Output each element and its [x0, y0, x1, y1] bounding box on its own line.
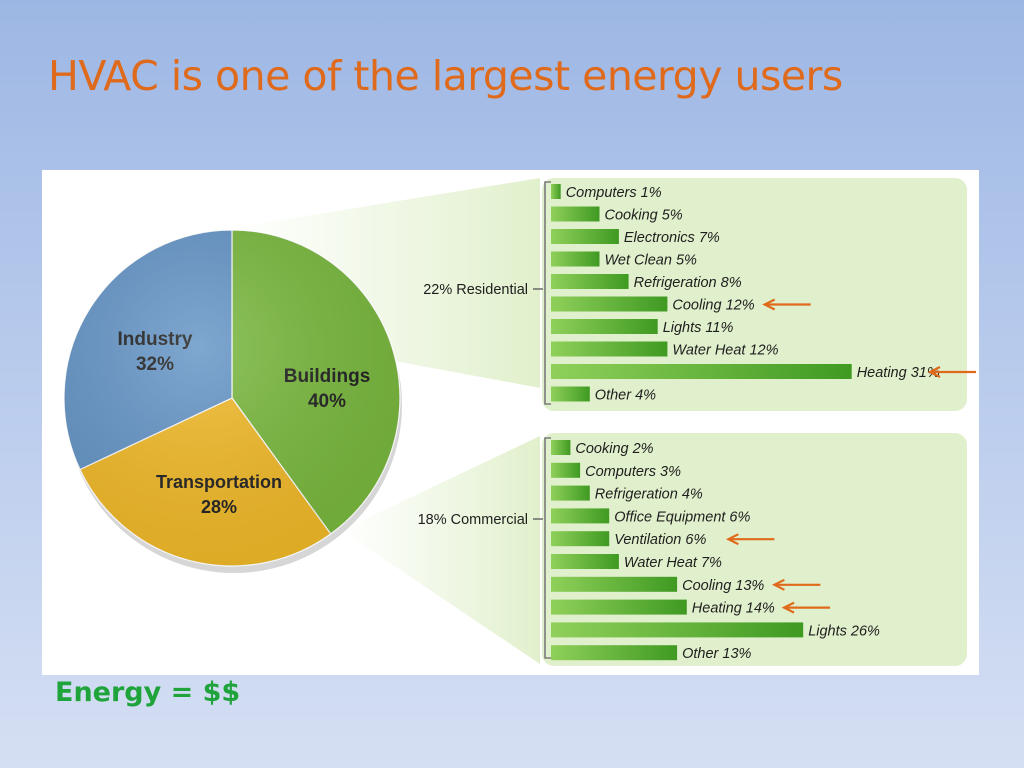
residential-bar-electronics [551, 229, 619, 244]
commercial-arrow-head-ventilation [725, 533, 739, 546]
commercial-bar-water-heat [551, 554, 619, 569]
residential-bar-water-heat [551, 341, 668, 357]
commercial-label-computers: Computers 3% [585, 464, 681, 480]
residential-bar-refrigeration [551, 274, 629, 289]
commercial-label-refrigeration: Refrigeration 4% [595, 487, 703, 503]
residential-label-electronics: Electronics 7% [624, 230, 720, 246]
pie-label-transportation: Transportation [156, 472, 282, 492]
energy-cost-note: Energy = $$ [55, 677, 241, 708]
slide-title: HVAC is one of the largest energy users [48, 52, 843, 100]
residential-bar-lights [551, 319, 658, 334]
pie-label-buildings: Buildings [284, 366, 371, 387]
commercial-bar-computers [551, 462, 581, 478]
commercial-bar-heating [551, 599, 687, 615]
commercial-connector [342, 436, 540, 664]
pie-value-transportation: 28% [201, 497, 237, 517]
residential-label-refrigeration: Refrigeration 8% [634, 275, 742, 291]
residential-bar-cooking [551, 206, 600, 222]
commercial-label-other: Other 13% [682, 646, 751, 662]
commercial-arrow-head-heating [781, 601, 795, 614]
residential-label-wet-clean: Wet Clean 5% [605, 253, 698, 269]
commercial-label-ventilation: Ventilation 6% [614, 532, 706, 548]
commercial-label-cooking: Cooking 2% [575, 441, 653, 457]
residential-label-lights: Lights 11% [663, 320, 734, 336]
residential-bar-cooling [551, 296, 668, 312]
commercial-bar-lights [551, 622, 804, 638]
residential-arrow-head-heating [927, 366, 941, 378]
commercial-label-cooling: Cooling 13% [682, 578, 764, 594]
residential-bar-wet-clean [551, 251, 600, 267]
commercial-group-label: 18% Commercial [418, 512, 528, 528]
residential-bar-heating [551, 364, 852, 379]
commercial-label-office-equipment: Office Equipment 6% [614, 509, 750, 525]
commercial-bar-refrigeration [551, 485, 590, 501]
residential-bracket [544, 181, 551, 405]
residential-bar-other [551, 386, 590, 402]
commercial-bar-cooling [551, 576, 678, 592]
residential-label-water-heat: Water Heat 12% [672, 343, 778, 359]
pie-label-industry: Industry [118, 329, 193, 350]
residential-group-label: 22% Residential [423, 282, 528, 298]
commercial-bar-ventilation [551, 531, 610, 547]
energy-charts: Buildings 40% Transportation 28% Industry 32%… [63, 178, 976, 666]
residential-bar-computers [551, 184, 561, 199]
commercial-bar-other [551, 645, 678, 661]
residential-label-cooking: Cooking 5% [605, 208, 683, 224]
residential-label-heating: Heating 31% [857, 365, 940, 381]
commercial-label-lights: Lights 26% [808, 623, 880, 639]
residential-label-cooling: Cooling 12% [672, 298, 754, 314]
commercial-label-heating: Heating 14% [692, 601, 775, 617]
pie-value-industry: 32% [136, 354, 174, 375]
commercial-bracket [544, 437, 551, 659]
pie-value-buildings: 40% [308, 391, 346, 412]
energy-use-figure: Buildings 40% Transportation 28% Industry 32%… [42, 170, 979, 675]
residential-label-other: Other 4% [595, 388, 656, 404]
commercial-bar-cooking [551, 440, 571, 455]
residential-label-computers: Computers 1% [566, 185, 662, 201]
residential-arrow-head-cooling [762, 298, 776, 311]
commercial-bar-office-equipment [551, 508, 610, 524]
commercial-label-water-heat: Water Heat 7% [624, 555, 722, 571]
commercial-arrow-head-cooling [771, 578, 785, 591]
